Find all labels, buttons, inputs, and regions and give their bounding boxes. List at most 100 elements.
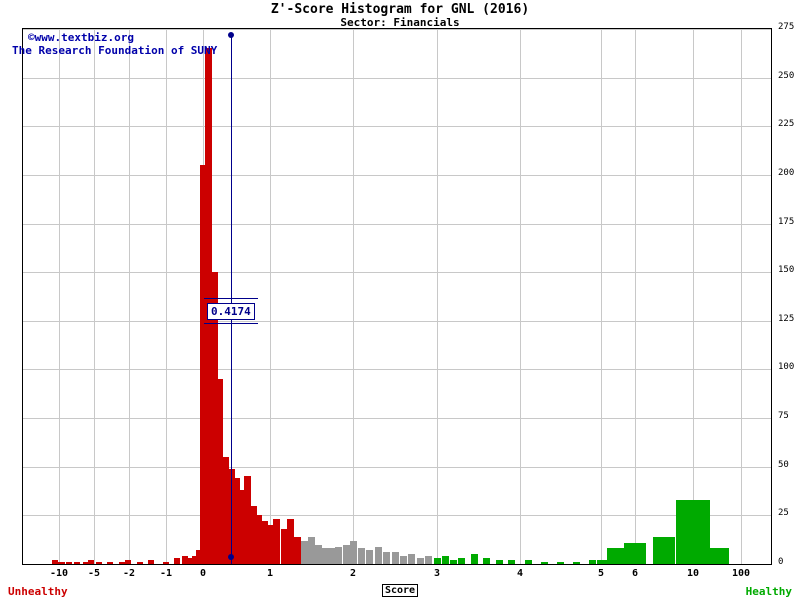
gridline-vertical [693,29,694,564]
x-tick-label: -1 [159,568,173,579]
gridline-horizontal [23,174,771,176]
histogram-bar [342,544,350,564]
watermark-line1: ©www.textbiz.org [28,31,134,44]
histogram-bar [255,515,263,564]
gridline-horizontal [23,466,771,468]
histogram-bar [163,562,169,564]
gridline-vertical [59,29,60,564]
marker-dot-top [228,31,235,38]
y-tick-label: 200 [778,167,795,178]
histogram-bar [293,536,301,564]
histogram-bar [210,272,218,564]
histogram-bar [266,525,274,564]
gridline-horizontal [23,126,771,128]
histogram-bar [119,562,125,564]
unhealthy-label: Unhealthy [8,585,68,598]
x-tick-label: 4 [516,568,524,579]
histogram-bar [261,521,269,564]
histogram-bar [88,560,95,564]
x-tick-label: -10 [49,568,69,579]
histogram-bar [82,562,89,564]
x-tick-label: 5 [597,568,605,579]
histogram-bar [322,548,330,564]
histogram-bar [557,562,564,564]
x-tick-label: 6 [631,568,639,579]
histogram-bar [470,554,478,564]
histogram-bar [441,556,449,564]
x-tick-label: 2 [349,568,357,579]
histogram-bar [399,556,407,564]
histogram-bar [699,548,730,564]
gridline-horizontal [23,320,771,322]
histogram-bar [483,558,491,564]
marker-line [230,34,232,564]
histogram-bar [287,519,295,564]
histogram-bar [181,556,188,564]
histogram-bar [349,540,357,564]
histogram-bar [192,556,200,564]
histogram-bar [589,560,597,564]
gridline-horizontal [23,272,771,274]
histogram-bar [301,540,309,564]
histogram-bar [216,379,224,564]
y-tick-label: 125 [778,313,795,324]
histogram-bar [233,478,240,564]
histogram-bar [51,560,58,564]
histogram-bar [187,558,194,564]
histogram-bar [199,165,207,564]
histogram-bar [249,505,257,564]
x-tick-label: 10 [686,568,700,579]
histogram-bar [107,562,114,564]
x-tick-label: -5 [87,568,101,579]
x-axis-label-text: Score [381,584,419,597]
x-tick-label: 100 [731,568,751,579]
histogram-bar [65,562,72,564]
y-tick-label: 175 [778,216,795,227]
histogram-bar [653,536,675,564]
x-tick-label: 0 [199,568,207,579]
histogram-bar [495,560,503,564]
gridline-horizontal [23,369,771,371]
histogram-bar [221,457,229,564]
x-tick-label: -2 [122,568,136,579]
histogram-bar [391,552,399,564]
marker-dot-bottom [228,554,235,560]
marker-wing [203,323,258,325]
histogram-bar [308,536,315,564]
histogram-bar [508,560,516,564]
x-tick-label: 1 [266,568,274,579]
chart-subtitle: Sector: Financials [340,16,460,29]
histogram-bar [524,560,532,564]
histogram-bar [607,548,629,564]
y-tick-label: 50 [778,459,789,470]
y-tick-label: 25 [778,508,789,519]
gridline-vertical [520,29,521,564]
gridline-horizontal [23,223,771,225]
gridline-horizontal [23,29,771,30]
y-tick-label: 250 [778,70,795,81]
histogram-bar [383,552,391,564]
y-tick-label: 275 [778,22,795,32]
histogram-bar [280,528,288,564]
plot-area: 0.4174 [22,28,772,565]
histogram-bar [137,562,144,564]
y-tick-label: 225 [778,119,795,130]
gridline-vertical [437,29,438,564]
gridline-horizontal [23,77,771,79]
histogram-bar [174,558,181,564]
y-tick-label: 100 [778,362,795,373]
histogram-bar [238,490,246,564]
histogram-bar [433,558,441,564]
gridline-vertical [129,29,130,564]
y-tick-label: 150 [778,265,795,276]
histogram-bar [450,560,458,564]
marker-value-label: 0.4174 [206,303,255,321]
gridline-vertical [353,29,354,564]
histogram-bar [458,558,466,564]
gridline-vertical [94,29,95,564]
histogram-bar [148,560,155,564]
histogram-bar [374,546,382,564]
gridline-horizontal [23,418,771,420]
healthy-label: Healthy [745,585,792,598]
histogram-bar [314,544,322,564]
